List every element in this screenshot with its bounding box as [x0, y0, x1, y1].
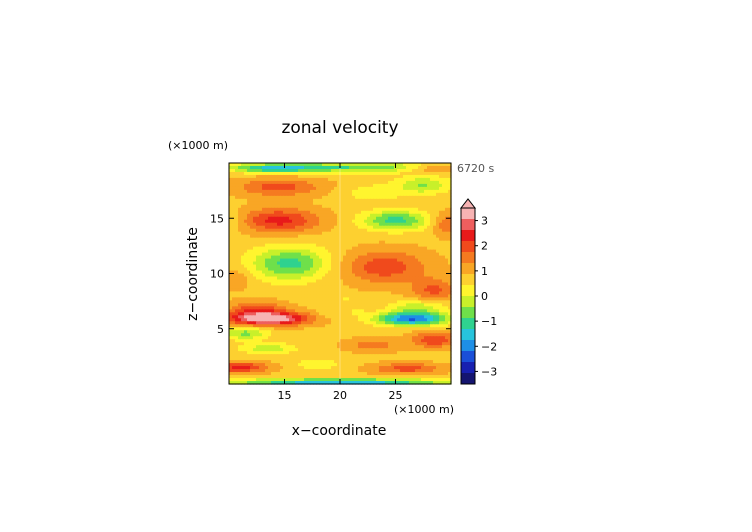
z-unit-label: (×1000 m) [168, 139, 228, 152]
chart-title: zonal velocity [281, 118, 398, 138]
time-label: 6720 s [457, 162, 494, 175]
plot-area [229, 163, 452, 385]
